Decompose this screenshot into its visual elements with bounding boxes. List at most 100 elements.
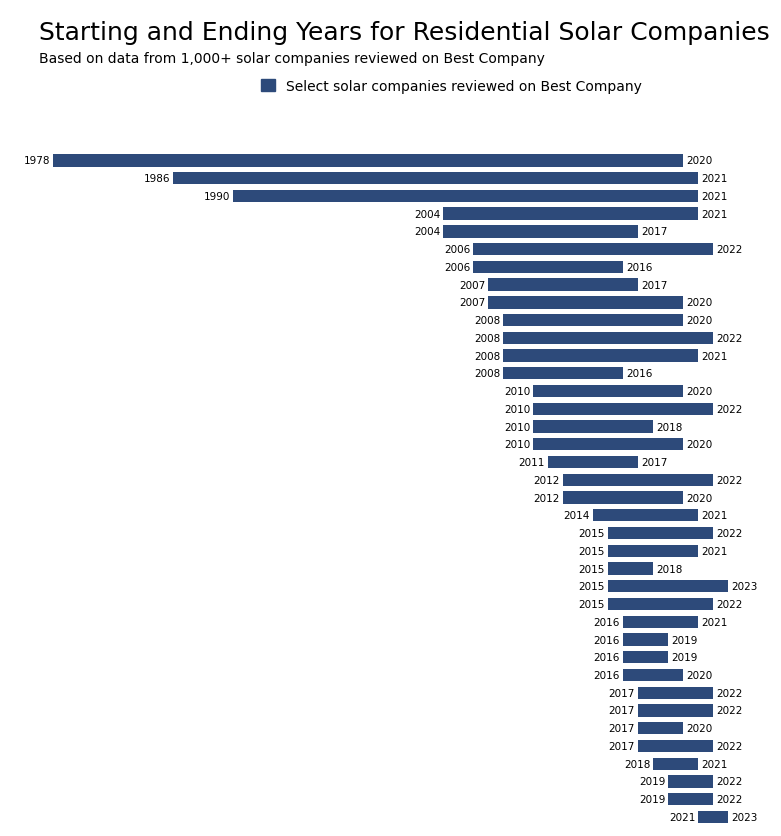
Text: 2014: 2014 xyxy=(564,511,590,521)
Bar xyxy=(593,509,698,522)
Text: 2010: 2010 xyxy=(504,405,530,415)
Bar xyxy=(488,297,683,309)
Bar xyxy=(608,580,728,593)
Text: 2016: 2016 xyxy=(594,670,620,681)
Text: 2020: 2020 xyxy=(686,316,712,326)
Text: 2021: 2021 xyxy=(669,812,695,822)
Text: 2022: 2022 xyxy=(716,706,743,716)
Bar xyxy=(533,421,653,433)
Bar xyxy=(653,757,698,770)
Text: 2021: 2021 xyxy=(701,546,728,556)
Text: Based on data from 1,000+ solar companies reviewed on Best Company: Based on data from 1,000+ solar companie… xyxy=(39,52,545,66)
Bar xyxy=(638,705,713,716)
Text: 2019: 2019 xyxy=(671,652,697,662)
Text: 2008: 2008 xyxy=(474,369,500,379)
Text: 2016: 2016 xyxy=(594,617,620,627)
Bar xyxy=(638,740,713,752)
Bar xyxy=(623,634,668,646)
Bar xyxy=(608,545,698,558)
Text: 2007: 2007 xyxy=(458,280,485,290)
Text: 2019: 2019 xyxy=(639,777,665,787)
Text: 2020: 2020 xyxy=(686,723,712,733)
Bar xyxy=(638,686,713,699)
Text: 2023: 2023 xyxy=(731,582,758,592)
Text: 2018: 2018 xyxy=(624,759,650,769)
Text: 2006: 2006 xyxy=(444,245,470,255)
Text: 2022: 2022 xyxy=(716,741,743,751)
Bar xyxy=(533,403,713,415)
Text: 2020: 2020 xyxy=(686,670,712,681)
Bar xyxy=(623,616,698,628)
Text: 2007: 2007 xyxy=(458,298,485,308)
Text: 2022: 2022 xyxy=(716,599,743,609)
Text: 2016: 2016 xyxy=(594,635,620,645)
Bar xyxy=(548,456,638,469)
Bar xyxy=(623,651,668,664)
Text: 2016: 2016 xyxy=(594,652,620,662)
Text: 2021: 2021 xyxy=(701,209,728,219)
Text: 2011: 2011 xyxy=(519,457,545,467)
Text: 2020: 2020 xyxy=(686,156,712,166)
Text: 2012: 2012 xyxy=(533,493,560,503)
Text: 2021: 2021 xyxy=(701,759,728,769)
Bar xyxy=(623,669,683,681)
Text: 2008: 2008 xyxy=(474,351,500,361)
Text: 2022: 2022 xyxy=(716,794,743,804)
Bar xyxy=(563,492,683,504)
Text: 2015: 2015 xyxy=(579,599,605,609)
Bar xyxy=(503,350,698,362)
Bar xyxy=(668,793,713,805)
Text: 2019: 2019 xyxy=(671,635,697,645)
Text: 2020: 2020 xyxy=(686,298,712,308)
Text: 2017: 2017 xyxy=(641,457,668,467)
Text: 2021: 2021 xyxy=(701,191,728,201)
Text: 2018: 2018 xyxy=(656,563,683,573)
Text: 2016: 2016 xyxy=(626,369,652,379)
Legend: Select solar companies reviewed on Best Company: Select solar companies reviewed on Best … xyxy=(262,79,642,94)
Text: 2017: 2017 xyxy=(608,706,635,716)
Text: 2022: 2022 xyxy=(716,688,743,698)
Text: 2017: 2017 xyxy=(608,741,635,751)
Text: 2021: 2021 xyxy=(701,351,728,361)
Text: 2019: 2019 xyxy=(639,794,665,804)
Bar xyxy=(233,191,698,203)
Text: 2022: 2022 xyxy=(716,245,743,255)
Text: 2020: 2020 xyxy=(686,440,712,450)
Text: 2017: 2017 xyxy=(608,723,635,733)
Text: 2021: 2021 xyxy=(701,174,728,184)
Bar xyxy=(533,439,683,451)
Text: 2022: 2022 xyxy=(716,334,743,344)
Text: 2010: 2010 xyxy=(504,440,530,450)
Text: 2010: 2010 xyxy=(504,386,530,396)
Text: 2020: 2020 xyxy=(686,386,712,396)
Text: 2021: 2021 xyxy=(701,617,728,627)
Text: 2022: 2022 xyxy=(716,405,743,415)
Bar xyxy=(608,598,713,610)
Text: 2017: 2017 xyxy=(641,227,668,237)
Bar xyxy=(473,262,623,273)
Bar xyxy=(488,279,638,292)
Text: 2021: 2021 xyxy=(701,511,728,521)
Bar xyxy=(503,368,623,380)
Bar xyxy=(503,314,683,327)
Bar xyxy=(533,385,683,398)
Text: 1990: 1990 xyxy=(204,191,230,201)
Text: 1986: 1986 xyxy=(144,174,170,184)
Text: 2015: 2015 xyxy=(579,546,605,556)
Text: 2022: 2022 xyxy=(716,475,743,485)
Bar xyxy=(173,173,698,185)
Text: 2022: 2022 xyxy=(716,777,743,787)
Bar xyxy=(698,811,728,823)
Text: 2015: 2015 xyxy=(579,582,605,592)
Bar xyxy=(608,528,713,539)
Text: 2022: 2022 xyxy=(716,528,743,538)
Text: 2015: 2015 xyxy=(579,563,605,573)
Bar xyxy=(608,563,653,575)
Bar xyxy=(53,155,683,167)
Text: 2020: 2020 xyxy=(686,493,712,503)
Text: 1978: 1978 xyxy=(23,156,50,166)
Text: 2008: 2008 xyxy=(474,316,500,326)
Text: 2017: 2017 xyxy=(608,688,635,698)
Text: 2006: 2006 xyxy=(444,263,470,273)
Text: Starting and Ending Years for Residential Solar Companies: Starting and Ending Years for Residentia… xyxy=(39,21,770,45)
